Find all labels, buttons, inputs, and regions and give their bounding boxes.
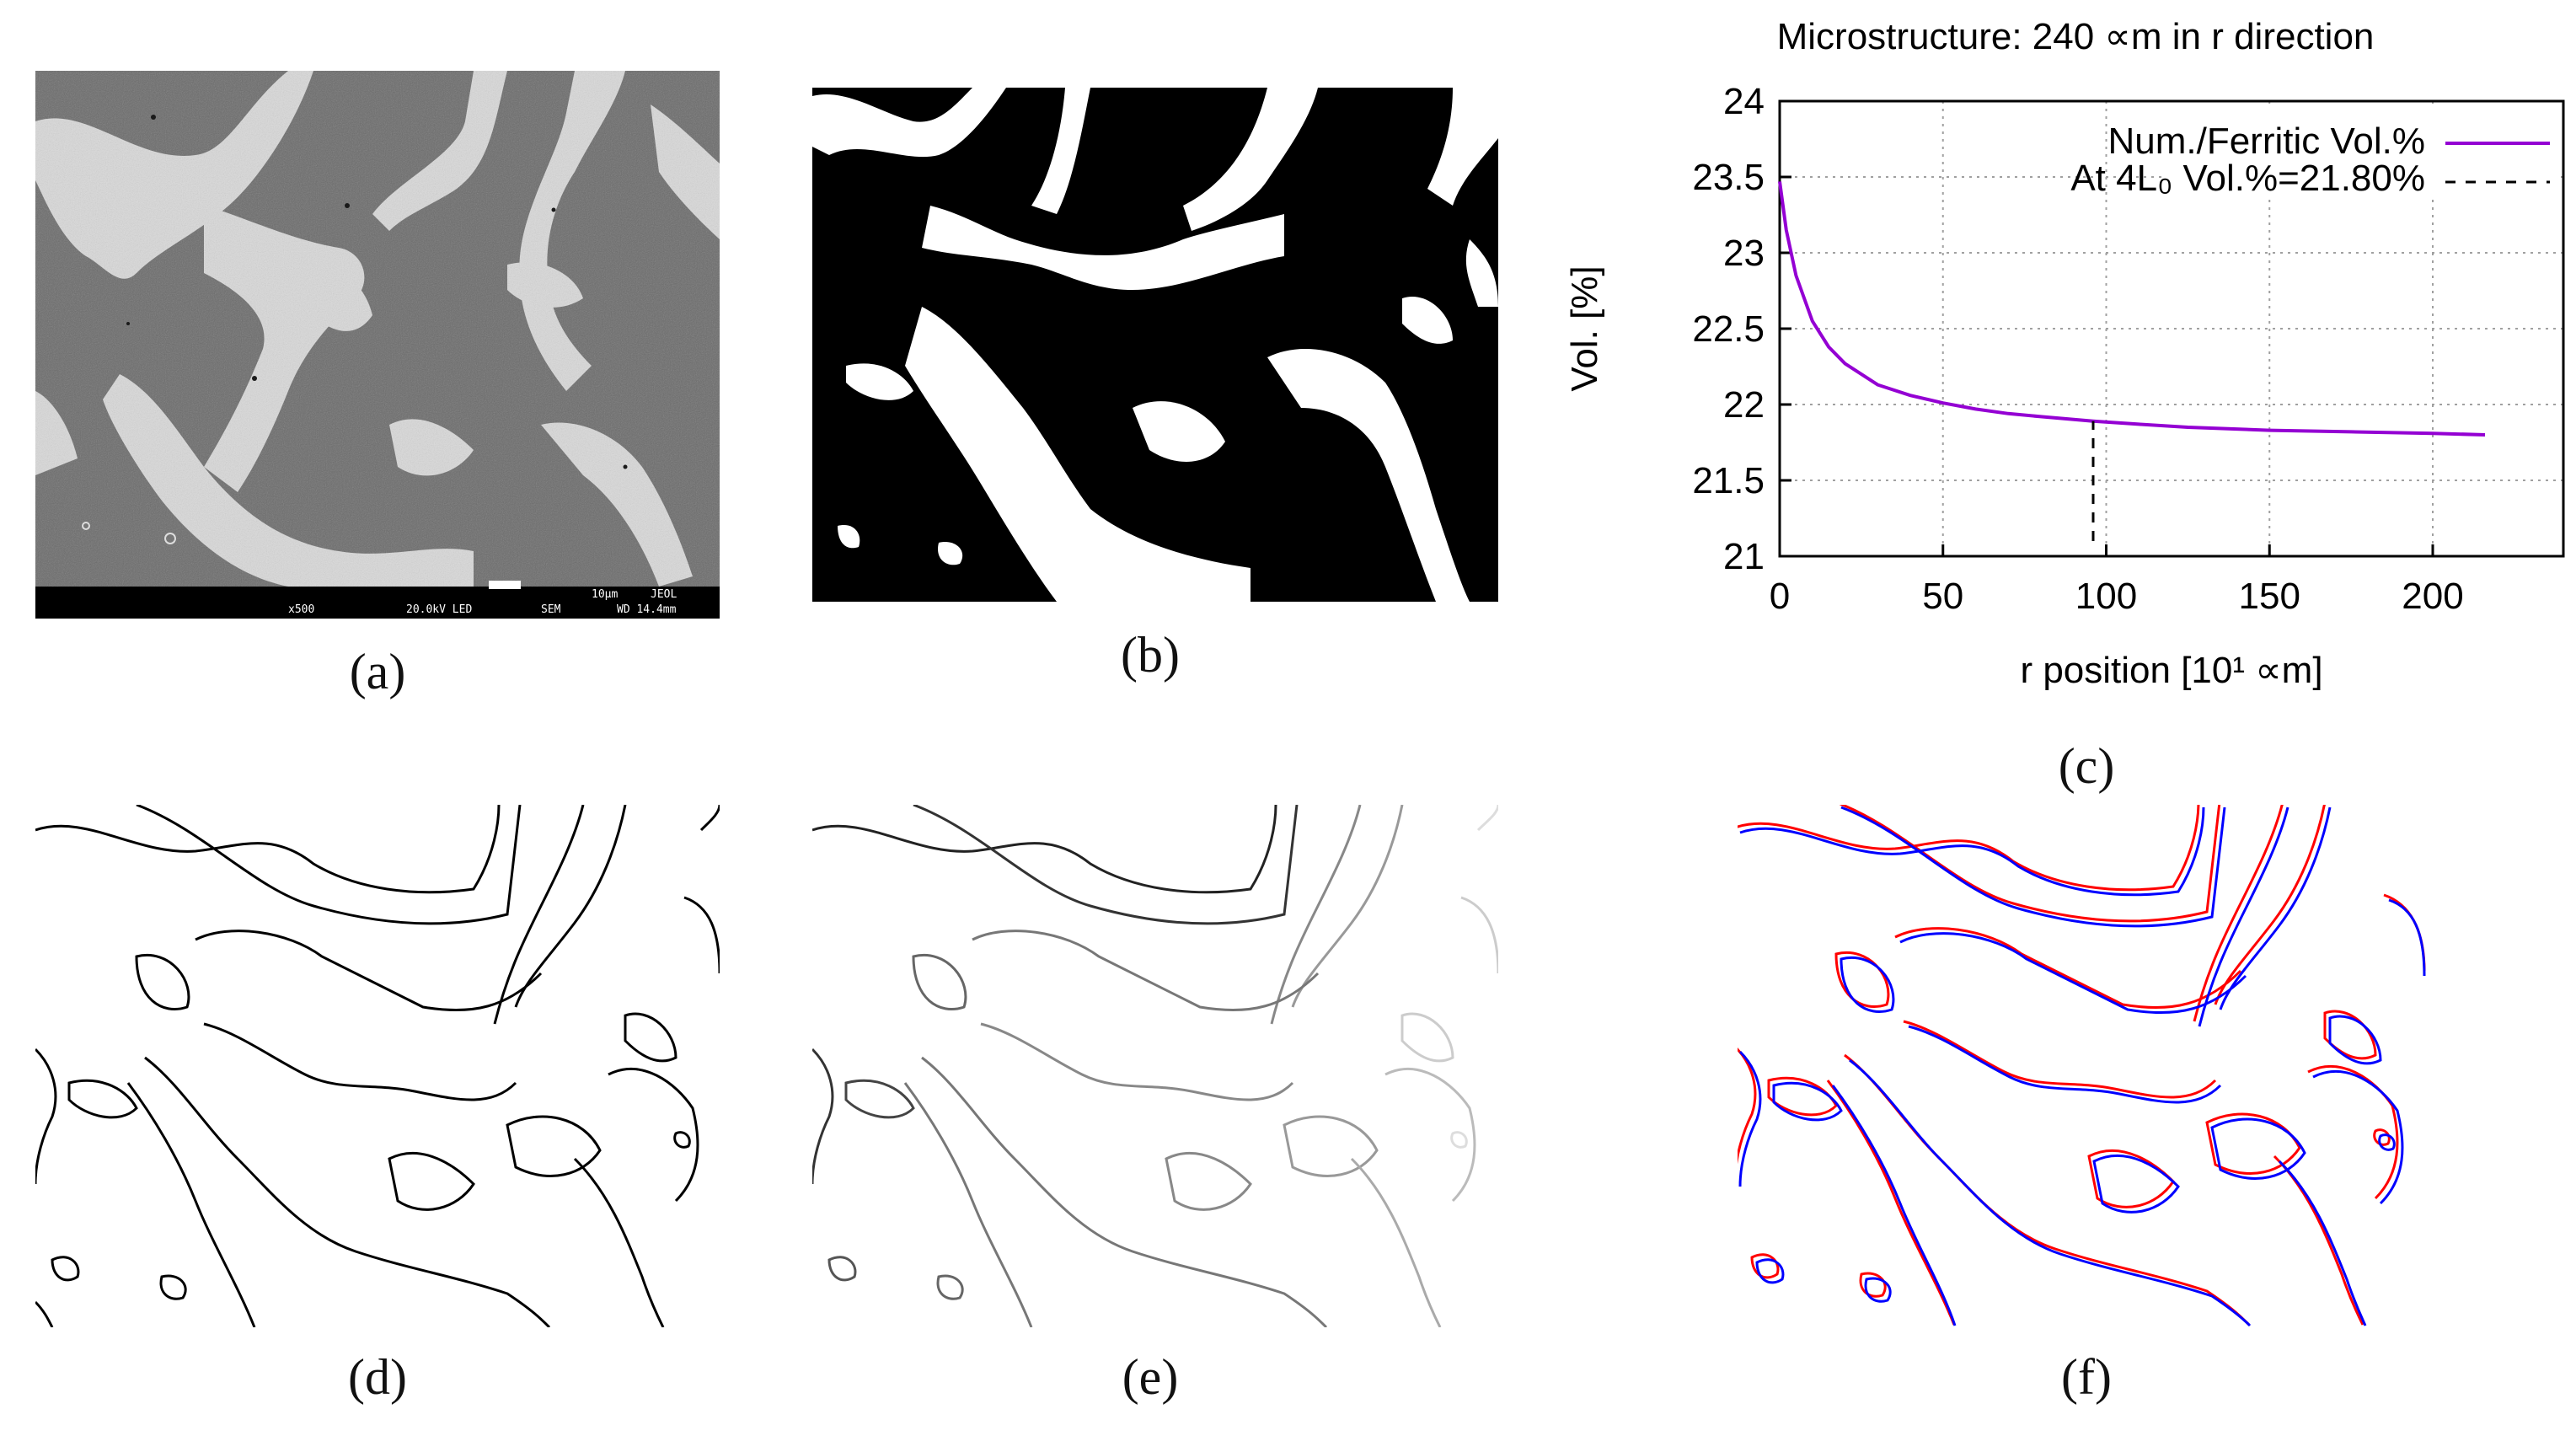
sem-micrograph-panel: x500 20.0kV LED SEM WD 14.4mm 10µm JEOL [35, 71, 720, 619]
x-tick-label: 150 [2239, 576, 2300, 617]
y-tick-label: 22 [1723, 384, 1765, 426]
binary-image-panel [812, 88, 1498, 602]
y-tick-label: 23 [1723, 233, 1765, 274]
y-tick-label: 23.5 [1692, 157, 1765, 198]
scale-bar [489, 581, 521, 589]
sem-mode: SEM [541, 603, 561, 616]
chart-title: Microstructure: 240 ∝m in r direction [1777, 16, 2375, 57]
y-tick-label: 22.5 [1692, 308, 1765, 350]
sem-working-distance: WD 14.4mm [617, 603, 677, 616]
y-axis-label: Vol. [%] [1564, 265, 1605, 391]
chart-svg: Microstructure: 240 ∝m in r direction 21… [1564, 16, 2565, 691]
panel-e-label: (e) [1122, 1349, 1179, 1405]
binary-image [812, 88, 1498, 602]
sem-magnification: x500 [288, 603, 315, 616]
legend-label-4l0: At 4L₀ Vol.%=21.80% [2070, 158, 2425, 199]
x-tick-label: 100 [2075, 576, 2137, 617]
sem-voltage: 20.0kV LED [406, 603, 473, 616]
y-tick-label: 21.5 [1692, 460, 1765, 501]
contour-redblue [1738, 805, 2426, 1327]
chart-legend: Num./Ferritic Vol.% At 4L₀ Vol.%=21.80% [2070, 106, 2558, 199]
sem-scale-label: 10µm [592, 588, 619, 601]
x-tick-label: 50 [1922, 576, 1963, 617]
legend-label-ferritic: Num./Ferritic Vol.% [2107, 121, 2425, 162]
y-tick-label: 24 [1723, 81, 1765, 122]
panel-b-label: (b) [1121, 627, 1180, 683]
panel-a-label: (a) [349, 644, 406, 699]
y-tick-label: 21 [1723, 536, 1765, 577]
panel-c-label: (c) [2058, 738, 2115, 794]
contour-black-panel [35, 805, 720, 1327]
contour-gray-panel [812, 805, 1498, 1327]
volume-fraction-chart: Microstructure: 240 ∝m in r direction 21… [1559, 0, 2576, 742]
sem-brand: JEOL [651, 588, 677, 601]
panel-d-label: (d) [348, 1349, 407, 1405]
contour-gray [812, 805, 1498, 1327]
series-ferritic-volume [1778, 181, 2486, 437]
contour-black [35, 805, 720, 1327]
x-axis-label: r position [10¹ ∝m] [2020, 650, 2322, 691]
x-tick-label: 200 [2402, 576, 2463, 617]
contour-redblue-panel [1738, 805, 2427, 1327]
x-tick-label: 0 [1770, 576, 1790, 617]
sem-micrograph [35, 71, 720, 619]
panel-f-label: (f) [2061, 1349, 2112, 1405]
